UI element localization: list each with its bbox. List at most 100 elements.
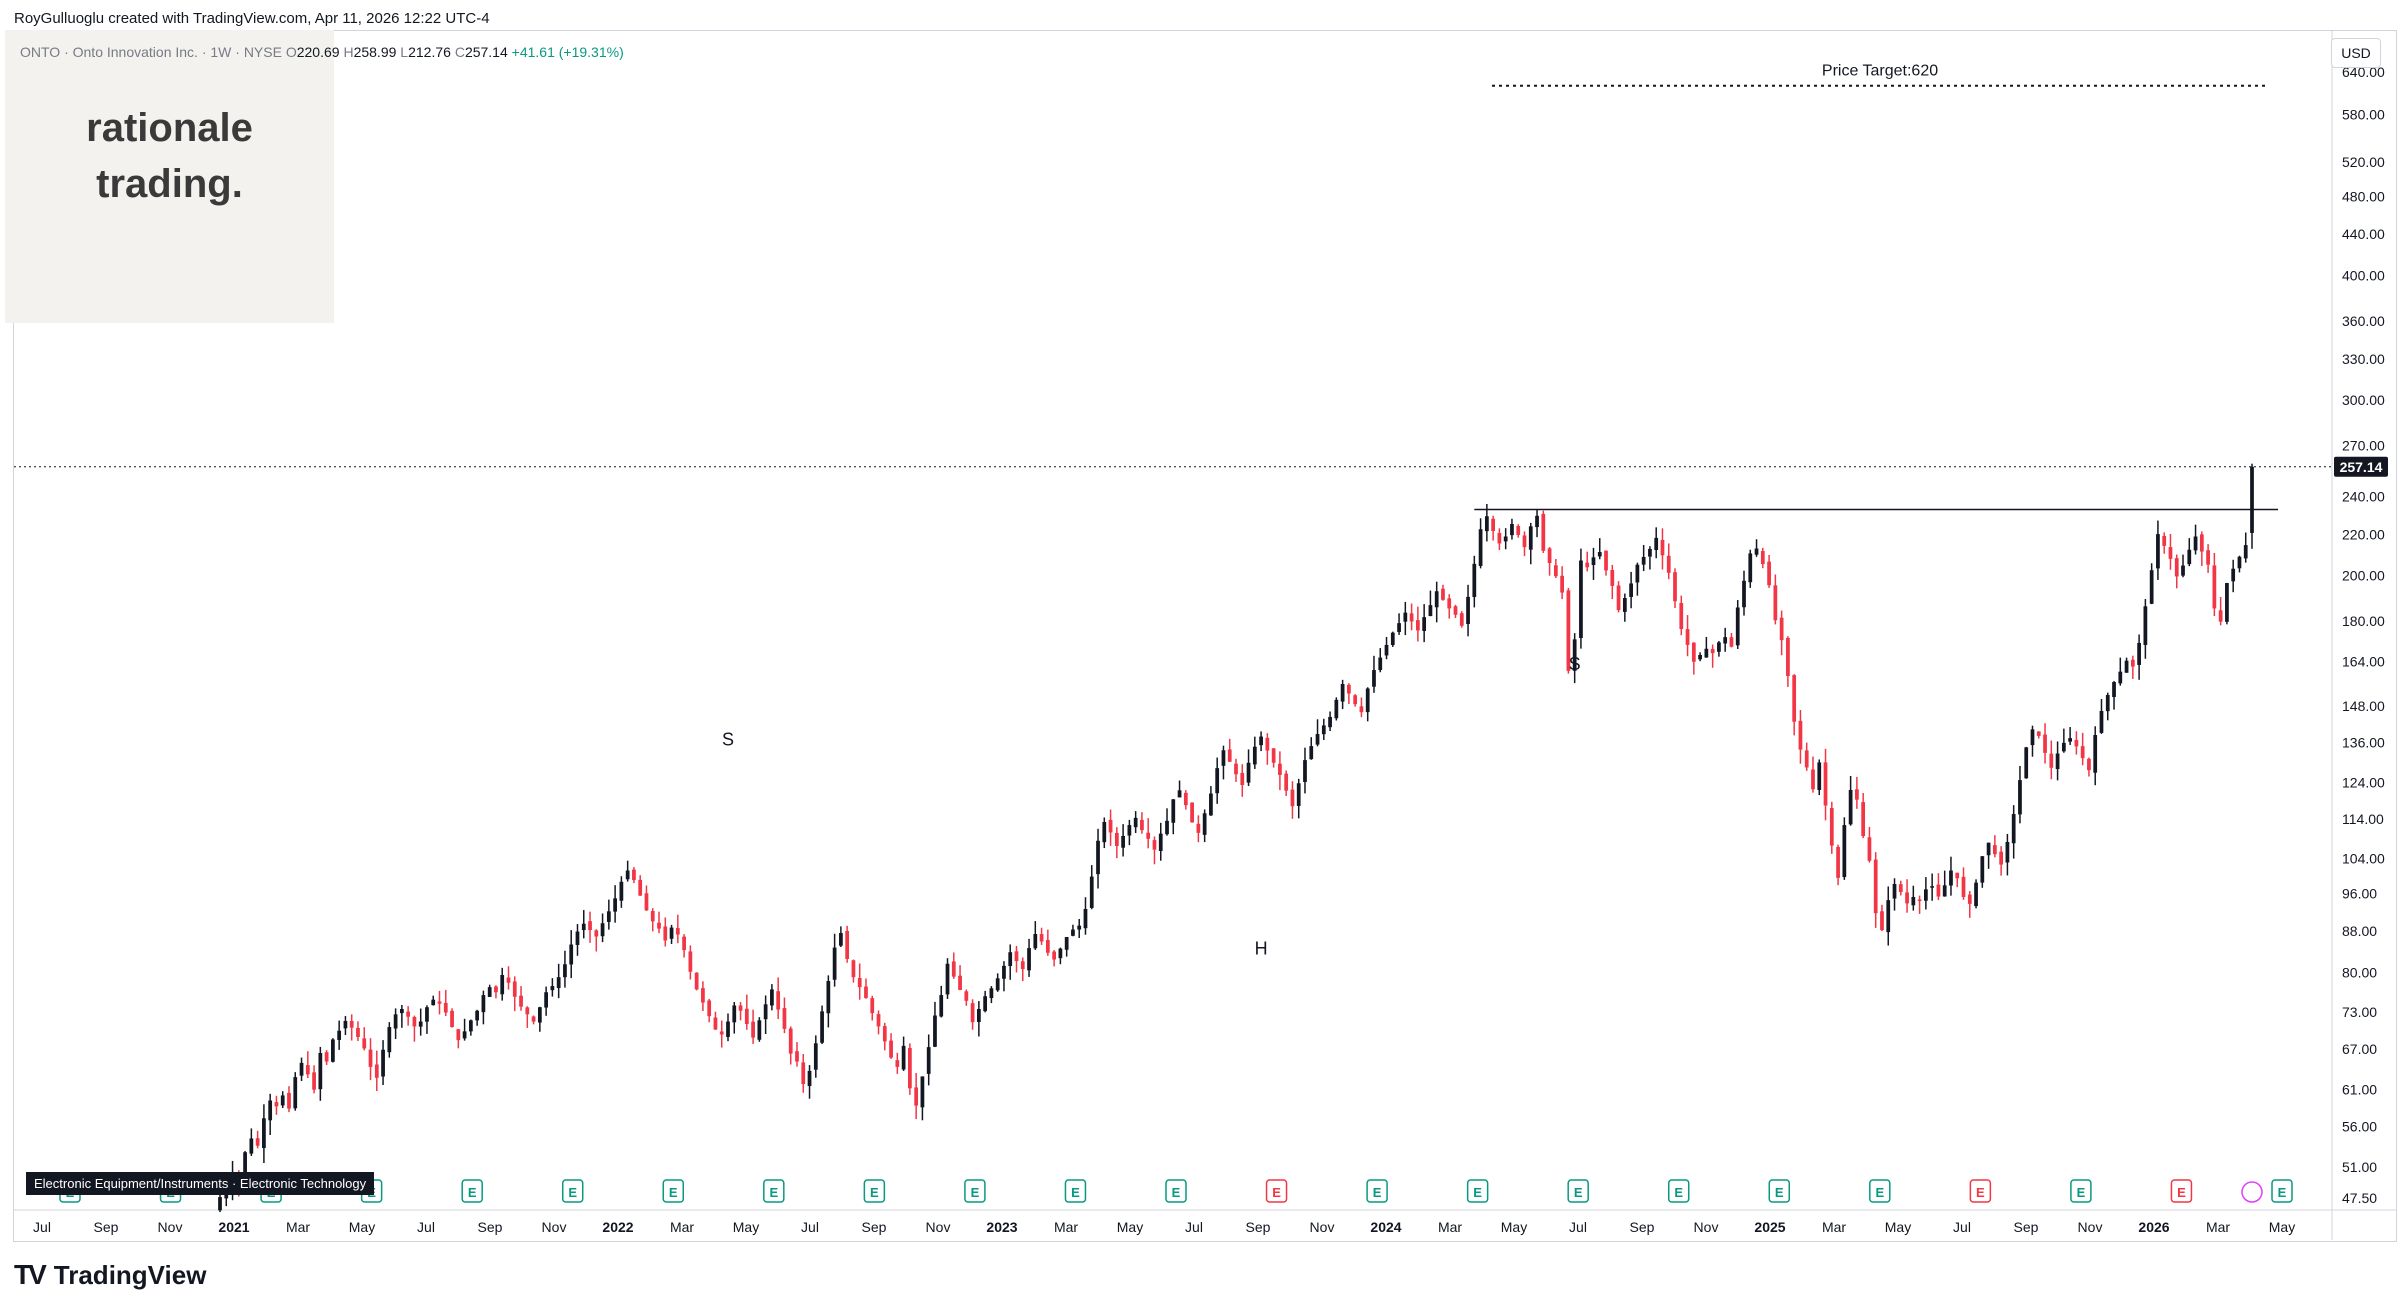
candle-body [638,879,643,896]
candle-body [1949,870,1953,886]
candle-body [1340,683,1345,702]
candle-body [412,1017,417,1027]
time-tick-label: Sep [1630,1219,1655,1235]
price-tick-label: 80.00 [2342,964,2377,980]
candle-body [2080,746,2085,759]
candle-body [688,951,693,972]
candle-body [813,1043,818,1070]
sector-tag: Electronic Equipment/Instruments · Elect… [26,1172,375,1195]
candle-body [694,972,699,990]
candle-body [1416,620,1420,631]
earnings-marker [662,1179,685,1203]
candle-body [1447,598,1452,609]
earnings-marker [1064,1179,1087,1203]
candle-body [1321,725,1326,735]
price-tick-label: 240.00 [2342,489,2385,505]
price-tick-label: 88.00 [2342,923,2377,939]
candle-body [1108,819,1113,833]
candle-body [1390,632,1395,646]
time-tick-label: Mar [670,1219,694,1235]
time-tick-label: May [1501,1219,1527,1235]
candle-body [876,1014,881,1027]
candle-body [1259,736,1263,746]
candle-body [1622,598,1627,612]
candle-body [588,921,592,931]
candle-body [1541,513,1546,551]
price-tick-label: 480.00 [2342,189,2385,205]
candle-body [362,1038,367,1049]
candle-body [2061,742,2066,752]
candle-body [606,911,611,922]
earnings-marker [1366,1179,1388,1203]
candle-body [1290,789,1295,807]
candle-body [1071,929,1075,936]
candle-body [1441,588,1445,600]
price-tick-label: 220.00 [2342,526,2385,542]
earnings-marker-label: E [1574,1185,1583,1200]
candle-body [1252,746,1257,765]
legend-close: 257.14 [464,44,508,60]
candle-body [1535,515,1539,528]
candle-body [1804,750,1809,768]
tradingview-logo[interactable]: TV TradingView [14,1258,206,1292]
candle-body [569,944,574,965]
earnings-marker [1265,1179,1288,1203]
time-tick-label: May [1117,1219,1143,1235]
time-tick-label: Nov [542,1219,567,1235]
candle-body [1196,823,1201,833]
candle-body [1315,734,1320,745]
candle-body [2036,731,2041,736]
candle-body [1027,948,1031,971]
earnings-marker-label: E [2077,1185,2086,1200]
candle-body [1936,884,1941,897]
candle-body [249,1138,254,1154]
time-tick-label: 2026 [2138,1219,2169,1235]
candle-body [437,1001,442,1004]
candle-body [1491,518,1496,531]
price-tick-label: 180.00 [2342,613,2385,629]
candle-body [2005,841,2010,863]
time-tick-label: 2024 [1370,1219,1401,1235]
time-tick-label: Mar [1438,1219,1462,1235]
candle-body [1924,889,1928,901]
candle-body [1284,773,1289,791]
earnings-marker [1466,1179,1489,1203]
candle-body [958,975,962,990]
candle-body [475,1010,480,1021]
chart-attribution: RoyGulluoglu created with TradingView.co… [14,10,490,27]
earnings-marker-label: E [1272,1185,1281,1200]
candle-body [337,1030,342,1040]
candle-body [1096,840,1100,875]
candle-body [1717,642,1721,652]
candle-body [983,996,988,1012]
candle-body [1930,886,1935,888]
candle-body [1020,961,1025,970]
candle-body [494,986,498,993]
candle-body [857,977,862,988]
candle-body [1221,750,1226,766]
candle-body [1792,675,1797,722]
candle-body [945,963,950,995]
currency-button[interactable]: USD [2331,38,2381,68]
legend-low-label: L [400,44,409,60]
candle-body [1992,845,1997,855]
earnings-marker [863,1179,886,1203]
price-tick-label: 96.00 [2342,885,2377,901]
price-tick-label: 67.00 [2342,1041,2377,1057]
candle-body [1528,526,1533,550]
legend-symbol[interactable]: ONTO · Onto Innovation Inc. · 1W · NYSE [20,44,282,60]
candle-body [400,1008,404,1014]
earnings-marker-label: E [2278,1185,2287,1200]
candle-body [1353,695,1358,705]
candle-body [1127,825,1132,836]
time-tick-label: Sep [478,1219,503,1235]
candle-body [1428,605,1433,617]
candle-body [1328,716,1332,728]
candle-body [287,1092,291,1109]
candle-body [1271,748,1276,763]
candle-body [1767,561,1771,586]
earnings-marker-label: E [1775,1185,1784,1200]
candle-body [1403,612,1408,622]
candle-body [519,995,523,1007]
